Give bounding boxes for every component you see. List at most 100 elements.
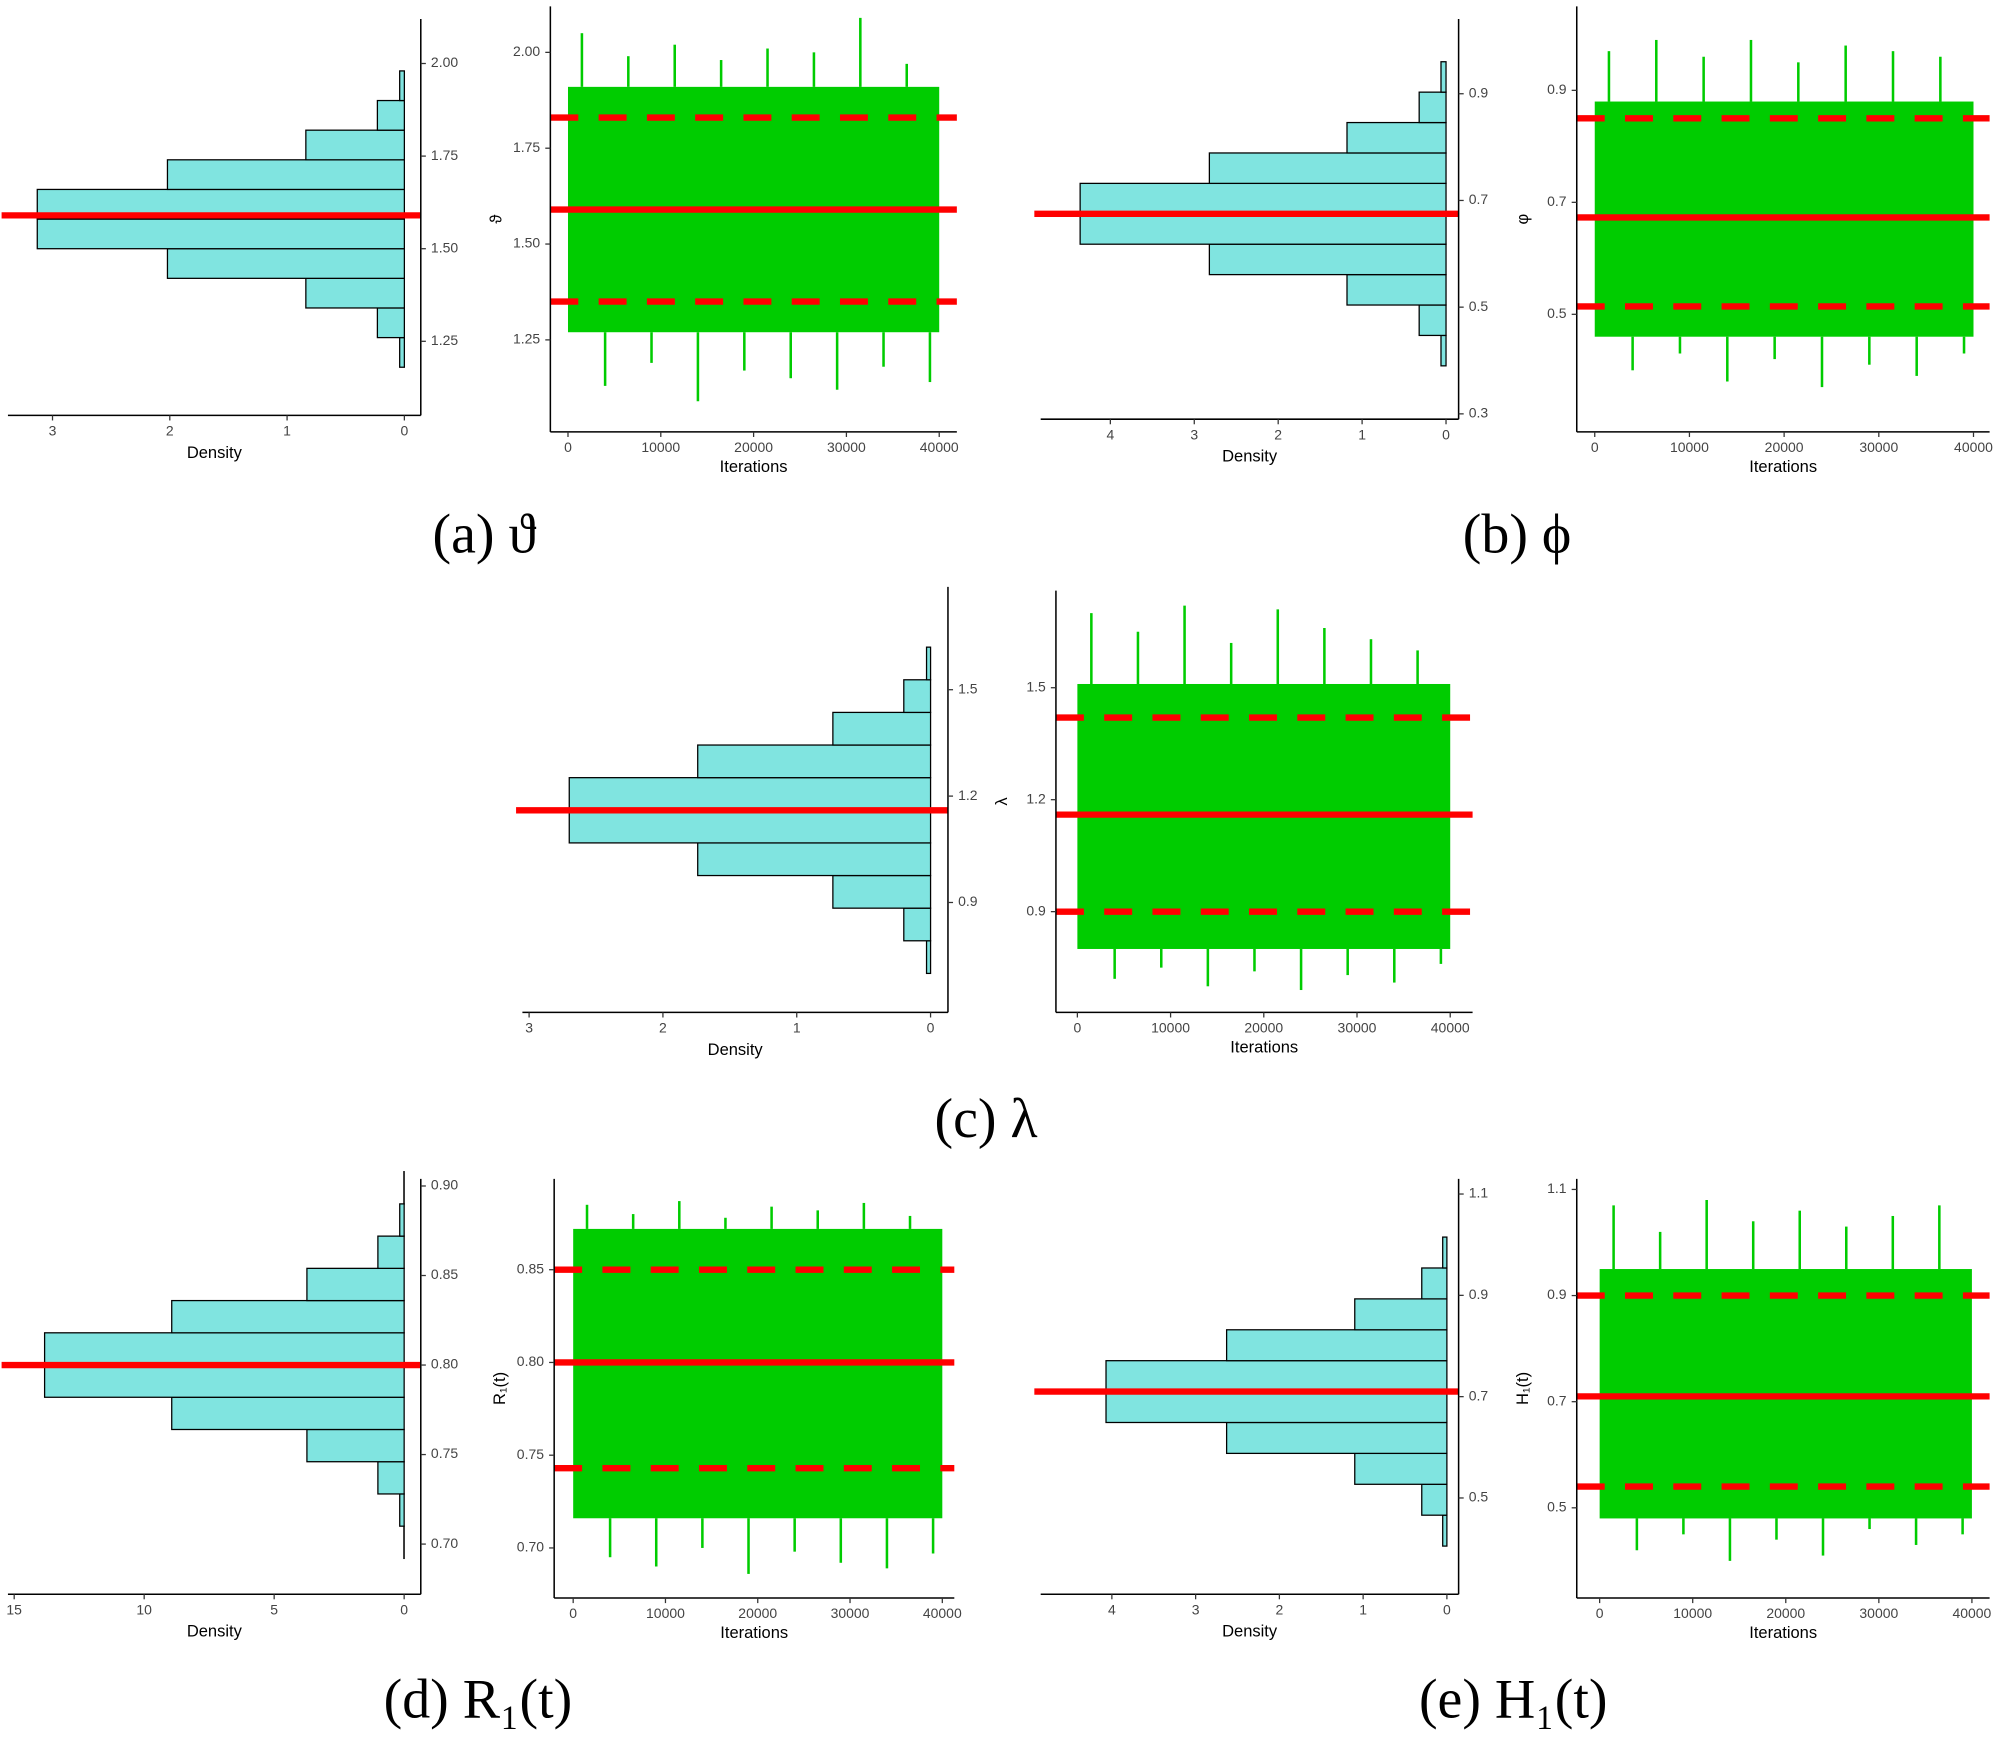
x-tick-label: 0 <box>564 439 572 455</box>
x-tick-label: 30000 <box>1338 1020 1377 1036</box>
x-axis-label: Density <box>187 444 243 462</box>
y-tick-label: 0.7 <box>1547 193 1567 209</box>
x-tick-label: 40000 <box>1952 1605 1991 1621</box>
x-tick-label: 20000 <box>1766 1605 1805 1621</box>
x-tick-label: 30000 <box>827 439 866 455</box>
y-axis-label: H₁(t) <box>1514 1372 1532 1405</box>
x-tick-label: 10000 <box>641 439 680 455</box>
x-tick-label: 2 <box>166 423 174 439</box>
histogram-bar <box>171 1299 405 1334</box>
x-tick-label: 0 <box>1442 426 1450 442</box>
histogram-bar <box>1208 152 1447 185</box>
y-tick-label: 0.7 <box>1547 1392 1567 1408</box>
x-tick-label: 1 <box>793 1020 801 1036</box>
x-tick-label: 2 <box>659 1020 667 1036</box>
histogram-bar <box>399 70 406 102</box>
x-tick-label: 0 <box>1443 1601 1451 1617</box>
y-tick-label: 0.75 <box>517 1446 544 1462</box>
y-tick-label: 0.9 <box>1469 84 1489 100</box>
x-tick-label: 30000 <box>1859 1605 1898 1621</box>
x-axis-label: Iterations <box>1749 458 1817 476</box>
histogram-bar <box>377 1461 405 1495</box>
histogram-bar <box>1421 1483 1448 1516</box>
x-axis-label: Iterations <box>1230 1038 1298 1056</box>
y-tick-label: 0.80 <box>517 1353 544 1369</box>
y-tick-label: 0.85 <box>517 1260 544 1276</box>
y-tick-label: 0.5 <box>1469 298 1489 314</box>
y-tick-label: 1.75 <box>513 139 540 155</box>
histogram-bar <box>376 99 406 131</box>
x-tick-label: 0 <box>927 1020 935 1036</box>
histogram-bar <box>1442 1236 1448 1269</box>
y-tick-label: 0.70 <box>431 1535 458 1551</box>
x-tick-label: 0 <box>1596 1605 1604 1621</box>
y-tick-label: 1.2 <box>958 787 978 803</box>
histogram-bar <box>1418 91 1447 124</box>
x-tick-label: 4 <box>1106 426 1114 442</box>
x-tick-label: 0 <box>400 1601 408 1617</box>
y-tick-label: 1.5 <box>1026 678 1046 694</box>
x-tick-label: 20000 <box>1244 1020 1283 1036</box>
histogram-bar <box>305 129 406 161</box>
y-tick-label: 0.9 <box>1547 81 1567 97</box>
x-tick-label: 4 <box>1108 1601 1116 1617</box>
histogram-bar <box>377 1235 405 1269</box>
y-tick-label: 1.5 <box>958 680 978 696</box>
y-tick-label: 0.3 <box>1469 405 1489 421</box>
x-tick-label: 5 <box>270 1601 278 1617</box>
panel-caption: (b) ϕ <box>1463 504 1572 566</box>
histogram-bar <box>43 1332 405 1366</box>
x-axis-label: Density <box>1222 1623 1278 1641</box>
histogram-bar <box>1208 243 1447 276</box>
x-tick-label: 40000 <box>920 439 959 455</box>
histogram-bar <box>1105 1390 1448 1424</box>
x-tick-label: 30000 <box>831 1605 870 1621</box>
y-tick-label: 0.9 <box>1469 1286 1489 1302</box>
x-tick-label: 20000 <box>734 439 773 455</box>
x-tick-label: 0 <box>1073 1020 1081 1036</box>
x-tick-label: 1 <box>283 423 291 439</box>
histogram-bar <box>1421 1267 1448 1300</box>
y-tick-label: 0.7 <box>1469 191 1489 207</box>
x-axis-label: Iterations <box>720 1624 788 1642</box>
x-tick-label: 10000 <box>1670 439 1709 455</box>
y-axis-label: φ <box>1514 214 1532 225</box>
histogram-bar <box>306 1428 405 1463</box>
x-axis-label: Iterations <box>1749 1624 1817 1642</box>
y-axis-label: λ <box>993 797 1011 806</box>
histogram-bar <box>1442 1514 1448 1547</box>
x-axis-label: Density <box>1222 448 1278 466</box>
histogram-bar <box>832 874 932 909</box>
histogram-bar <box>1105 1360 1448 1393</box>
y-tick-label: 0.85 <box>431 1266 458 1282</box>
x-tick-label: 40000 <box>1954 439 1993 455</box>
x-tick-label: 0 <box>569 1605 577 1621</box>
histogram-bar <box>376 307 406 339</box>
x-axis-label: Iterations <box>720 458 788 476</box>
x-tick-label: 1 <box>1359 1601 1367 1617</box>
x-tick-label: 0 <box>400 423 408 439</box>
x-tick-label: 40000 <box>1431 1020 1470 1036</box>
histogram-bar <box>903 679 932 714</box>
histogram-bar <box>1079 182 1447 215</box>
y-tick-label: 0.75 <box>431 1445 458 1461</box>
y-tick-label: 0.9 <box>1026 902 1046 918</box>
y-tick-label: 0.80 <box>431 1356 458 1372</box>
x-tick-label: 3 <box>1192 1601 1200 1617</box>
histogram-bar <box>306 1267 405 1302</box>
histogram-bar <box>1225 1421 1448 1455</box>
x-tick-label: 30000 <box>1859 439 1898 455</box>
y-tick-label: 1.1 <box>1469 1185 1489 1201</box>
x-tick-label: 3 <box>1190 426 1198 442</box>
histogram-bar <box>903 907 932 942</box>
histogram-bar <box>568 777 932 811</box>
histogram-bar <box>1346 273 1447 306</box>
x-tick-label: 10000 <box>1151 1020 1190 1036</box>
y-tick-label: 0.5 <box>1547 1499 1567 1515</box>
histogram-bar <box>171 1396 405 1431</box>
histogram-bar <box>697 744 932 779</box>
histogram-bar <box>1440 334 1447 367</box>
y-axis-label: ϑ <box>487 215 505 224</box>
x-tick-label: 3 <box>49 423 57 439</box>
